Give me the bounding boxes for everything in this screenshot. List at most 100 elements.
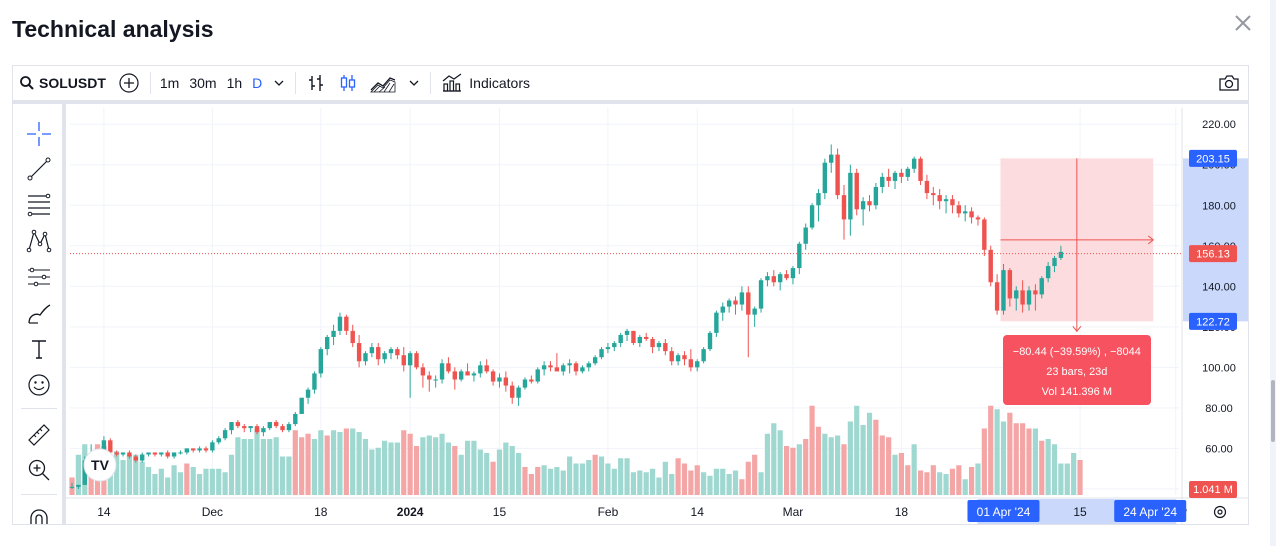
fib-retracement-icon[interactable] (26, 192, 52, 218)
volume-bar (528, 474, 534, 495)
compare-button[interactable] (112, 66, 146, 100)
volume-bar (535, 467, 541, 495)
candle-body (988, 249, 993, 283)
interval-d[interactable]: D (252, 75, 263, 91)
interval-30m[interactable]: 30m (189, 75, 217, 91)
volume-bar (165, 477, 171, 495)
candle-body (848, 172, 853, 220)
volume-bar (388, 442, 394, 495)
candle-body (490, 371, 496, 382)
candle-body (618, 334, 623, 344)
candle-body (816, 193, 821, 206)
volume-bar (439, 433, 445, 495)
candle-body (273, 422, 279, 427)
volume-bar (190, 467, 196, 495)
chart-type-dropdown[interactable] (402, 66, 426, 100)
candles-style-button[interactable] (332, 66, 364, 100)
candle-body (822, 162, 828, 194)
candle-body (797, 243, 802, 269)
candle-body (191, 448, 196, 451)
tradingview-logo[interactable]: TV (83, 448, 117, 482)
volume-bar (758, 472, 764, 495)
dialog-title: Technical analysis (12, 16, 214, 42)
candle-body (911, 158, 917, 169)
candle-body (159, 452, 164, 455)
low-price-badge: 122.72 (1189, 312, 1237, 330)
candle-body (248, 426, 253, 429)
volume-bar (968, 467, 975, 495)
magnet-icon[interactable] (26, 506, 52, 525)
volume-bar (854, 405, 860, 495)
axis-settings-icon[interactable] (1213, 505, 1227, 519)
candle-body (229, 422, 234, 431)
price-axis-tick-label: 60.00 (1205, 443, 1233, 455)
volume-bar (369, 449, 375, 495)
symbol-search[interactable]: SOLUSDT (13, 66, 112, 100)
volume-bar (343, 428, 349, 495)
volume-bar (318, 430, 324, 495)
brush-icon[interactable] (26, 301, 52, 327)
bars-style-button[interactable] (300, 66, 332, 100)
candle-body (497, 377, 502, 382)
candle-body (867, 201, 872, 206)
volume-bar (605, 463, 611, 495)
volume-bar (203, 468, 209, 495)
text-icon[interactable] (26, 336, 52, 362)
screenshot-button[interactable] (1212, 66, 1248, 100)
interval-dropdown[interactable] (267, 66, 291, 100)
volume-bar (235, 437, 241, 495)
measure-volume: Vol 141.396 M (1041, 386, 1113, 399)
candle-body (433, 379, 438, 381)
pattern-icon[interactable] (26, 228, 52, 254)
trend-line-icon[interactable] (26, 156, 52, 182)
candle-body (146, 452, 151, 455)
close-icon[interactable] (1232, 12, 1254, 34)
candle-body (446, 363, 451, 372)
candle-body (1020, 290, 1025, 305)
volume-bar (573, 463, 579, 495)
candle-body (478, 365, 483, 374)
high-price-badge: 203.15 (1189, 149, 1237, 167)
emoji-icon[interactable] (26, 372, 52, 398)
area-style-button[interactable] (364, 66, 402, 100)
crosshair-icon[interactable] (26, 121, 52, 147)
interval-1h[interactable]: 1h (226, 75, 243, 91)
zoom-in-icon[interactable] (26, 457, 52, 483)
volume-bar (464, 440, 471, 495)
volume-bar (541, 465, 547, 495)
volume-bar (1013, 423, 1019, 495)
high-price-badge-label: 203.15 (1196, 153, 1230, 165)
time-axis-tick-label: Dec (202, 505, 223, 519)
volume-bar (114, 451, 120, 495)
volume-bar (681, 463, 688, 495)
volume-bar (688, 470, 694, 495)
ruler-icon[interactable] (26, 422, 52, 448)
candle-body (522, 379, 528, 388)
candle-body (1014, 290, 1019, 299)
page-scrollbar-thumb[interactable] (1271, 380, 1275, 442)
candle-body (120, 452, 126, 455)
volume-bar (299, 437, 305, 495)
candle-body (382, 353, 387, 360)
chevron-down-icon (409, 80, 419, 86)
candle-body (567, 363, 572, 366)
volume-bar (75, 454, 81, 495)
volume-bar (279, 456, 286, 495)
volume-bar (1032, 428, 1038, 495)
toolbar-divider (430, 72, 432, 94)
volume-bar (1007, 412, 1013, 495)
volume-bar (382, 440, 388, 495)
page-scrollbar[interactable] (1270, 0, 1276, 546)
candle-body (969, 211, 974, 218)
candle-body (841, 195, 847, 220)
forecast-tools-icon[interactable] (26, 264, 52, 290)
volume-bar (860, 425, 866, 495)
interval-1m[interactable]: 1m (159, 75, 180, 91)
candle-body (631, 330, 636, 344)
volume-bar (1045, 439, 1051, 495)
candle-body (203, 448, 209, 451)
price-chart[interactable]: 40.0060.0080.00100.00120.00140.00160.001… (13, 66, 1249, 525)
indicators-button[interactable]: Indicators (435, 66, 536, 100)
candle-body (108, 440, 113, 453)
candle-body (956, 205, 962, 214)
